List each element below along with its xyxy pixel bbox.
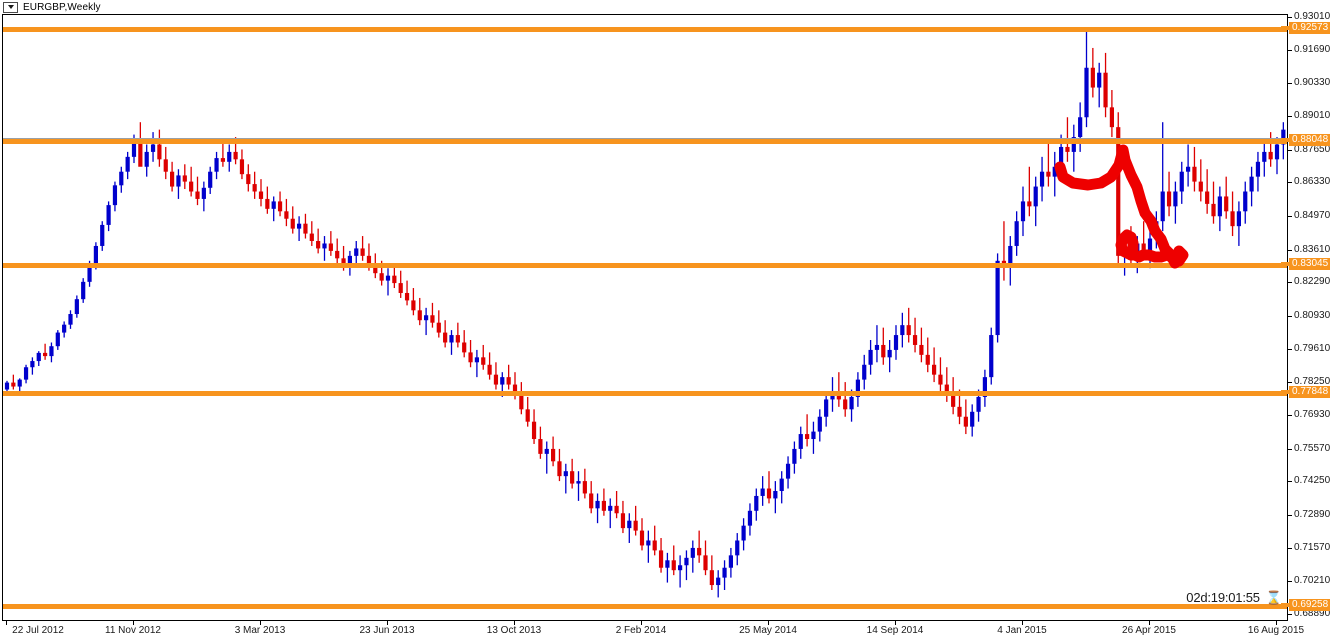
price-tick (1288, 49, 1292, 51)
price-axis[interactable]: 0.93010 0.91690 0.90330 0.89010 0.87650 0.863… (1281, 11, 1334, 621)
price-level-line[interactable] (3, 603, 1287, 609)
price-tick-label: 0.68890 (1294, 608, 1331, 619)
price-tick (1288, 514, 1292, 516)
price-tick-label: 0.74250 (1294, 475, 1331, 487)
date-tick (133, 621, 134, 625)
date-tick (641, 621, 642, 625)
date-axis[interactable]: 22 Jul 2012 11 Nov 2012 3 Mar 2013 23 Jun 2… (2, 621, 1304, 638)
date-tick (387, 621, 388, 625)
price-tick (1288, 17, 1292, 18)
date-tick-label: 16 Aug 2015 (1247, 625, 1305, 636)
candlestick-canvas (3, 15, 1287, 620)
date-tick-label: 13 Oct 2013 (486, 625, 542, 636)
price-tick (1288, 282, 1292, 284)
price-tick (1288, 182, 1292, 184)
price-tick (1288, 382, 1292, 384)
chart-plot-area[interactable] (2, 14, 1287, 621)
price-tick-label: 0.82290 (1294, 276, 1331, 288)
price-tick-label: 0.71570 (1294, 541, 1331, 553)
date-tick (514, 621, 515, 625)
date-tick-label: 23 Jun 2013 (359, 625, 415, 636)
price-tick (1288, 448, 1292, 450)
price-tick-label: 0.78250 (1294, 376, 1331, 388)
price-tick-label: 0.91690 (1294, 43, 1331, 55)
price-level-label[interactable]: 0.77848 (1289, 386, 1331, 399)
date-tick (6, 621, 7, 625)
price-tick-label: 0.72890 (1294, 508, 1331, 520)
price-tick (1288, 216, 1292, 217)
price-tick-label: 0.84970 (1294, 210, 1331, 221)
price-level-pointer (1281, 25, 1289, 30)
chart-titlebar: EURGBP,Weekly (0, 0, 1334, 14)
price-level-label[interactable]: 0.83045 (1289, 257, 1331, 270)
price-level-line[interactable] (3, 138, 1287, 144)
price-tick-label: 0.86330 (1294, 176, 1331, 188)
price-level-line[interactable] (3, 26, 1287, 32)
date-tick-label: 11 Nov 2012 (105, 625, 161, 636)
date-tick-label: 4 Jan 2015 (997, 625, 1047, 636)
price-tick (1288, 348, 1292, 350)
price-tick-label: 0.80930 (1294, 309, 1331, 321)
date-tick-label: 14 Sep 2014 (866, 625, 924, 636)
price-tick-label: 0.89010 (1294, 110, 1331, 121)
bar-countdown: 02d:19:01:55 ⌛ (1186, 591, 1282, 605)
price-tick (1288, 116, 1292, 117)
hourglass-icon: ⌛ (1265, 590, 1282, 605)
countdown-text: 02d:19:01:55 (1186, 590, 1260, 605)
price-tick-label: 0.75570 (1294, 442, 1331, 454)
price-tick (1288, 149, 1292, 151)
price-tick-label: 0.93010 (1294, 11, 1331, 22)
price-level-line[interactable] (3, 391, 1287, 397)
price-tick (1288, 315, 1292, 317)
price-level-pointer (1281, 137, 1289, 142)
date-tick (260, 621, 261, 625)
price-level-pointer (1281, 261, 1289, 266)
price-tick-label: 0.70210 (1294, 575, 1331, 587)
candlestick-series (4, 28, 1286, 598)
price-tick (1288, 614, 1292, 615)
price-tick-label: 0.83610 (1294, 243, 1331, 255)
date-tick-label: 3 Mar 2013 (234, 625, 286, 636)
price-tick (1288, 481, 1292, 483)
price-level-label[interactable]: 0.69258 (1289, 598, 1331, 611)
date-tick-label: 26 Apr 2015 (1122, 625, 1176, 636)
date-tick (1276, 621, 1277, 625)
date-tick (768, 621, 769, 625)
date-tick-label: 22 Jul 2012 (12, 625, 64, 636)
chevron-down-icon[interactable] (3, 1, 18, 13)
price-tick-label: 0.87650 (1294, 143, 1331, 155)
price-level-pointer (1281, 602, 1289, 607)
price-tick (1288, 83, 1292, 85)
date-tick (895, 621, 896, 625)
price-tick (1288, 581, 1292, 583)
price-tick-label: 0.76930 (1294, 409, 1331, 420)
price-tick-label: 0.90330 (1294, 77, 1331, 89)
price-tick (1288, 415, 1292, 416)
price-level-line[interactable] (3, 262, 1287, 268)
price-tick-label: 0.79610 (1294, 342, 1331, 354)
price-level-label[interactable]: 0.88048 (1289, 133, 1331, 146)
date-tick-label: 2 Feb 2014 (615, 625, 667, 636)
price-tick (1288, 547, 1292, 549)
page-title: EURGBP,Weekly (23, 1, 101, 13)
date-tick-label: 25 May 2014 (739, 625, 797, 636)
price-tick (1288, 249, 1292, 251)
date-tick (1022, 621, 1023, 625)
price-level-label[interactable]: 0.92573 (1289, 21, 1331, 34)
price-level-pointer (1281, 390, 1289, 395)
date-tick (1149, 621, 1150, 625)
